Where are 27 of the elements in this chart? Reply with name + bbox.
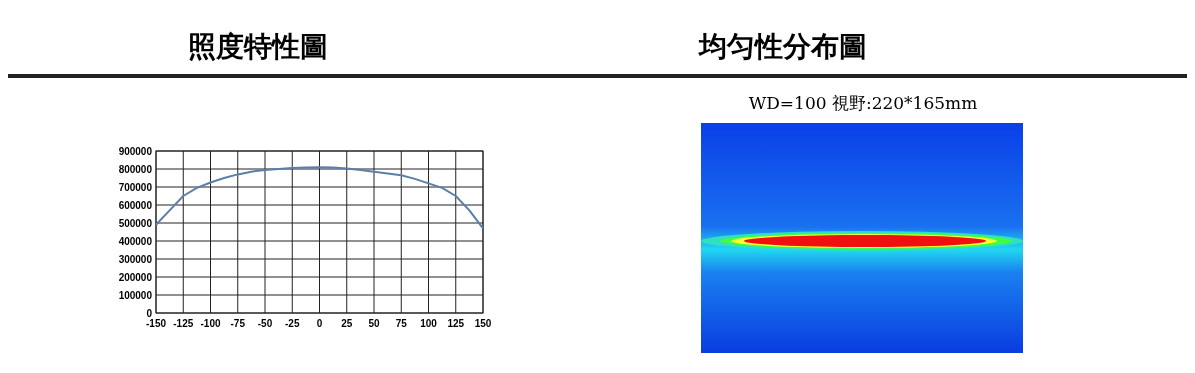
text: 均匀性分布圖 <box>697 30 867 63</box>
x-tick-label: -50 <box>257 318 273 329</box>
y-tick-label: 700000 <box>118 181 153 193</box>
x-tick-label: -150 <box>145 318 167 329</box>
y-tick-label: 100000 <box>118 289 153 301</box>
x-tick-label: -25 <box>285 318 300 329</box>
x-tick-label: 50 <box>368 318 380 329</box>
y-tick-label: 300000 <box>118 253 153 265</box>
y-tick-label: 400000 <box>118 235 153 247</box>
line-series <box>155 166 484 230</box>
y-tick-label: 200000 <box>118 271 153 283</box>
y-tick-label: 0 <box>146 307 153 319</box>
x-tick-label: 25 <box>341 318 353 329</box>
x-tick-label: -75 <box>230 318 246 329</box>
x-tick-label: 125 <box>447 318 465 329</box>
y-tick-label: 500000 <box>118 217 153 229</box>
y-tick-label: 800000 <box>118 163 153 175</box>
chart-title: 照度特性圖 <box>188 30 328 63</box>
x-tick-label: 150 <box>474 318 492 329</box>
y-tick-label: 600000 <box>118 199 153 211</box>
text: WD=100 視野:220*165mm <box>748 93 978 113</box>
x-tick-label: 75 <box>395 318 408 329</box>
x-tick-label: 0 <box>316 318 323 329</box>
x-tick-label: 100 <box>420 318 438 329</box>
x-tick-label: -125 <box>173 318 194 329</box>
x-tick-label: -100 <box>200 318 221 329</box>
y-tick-label: 900000 <box>118 145 153 157</box>
